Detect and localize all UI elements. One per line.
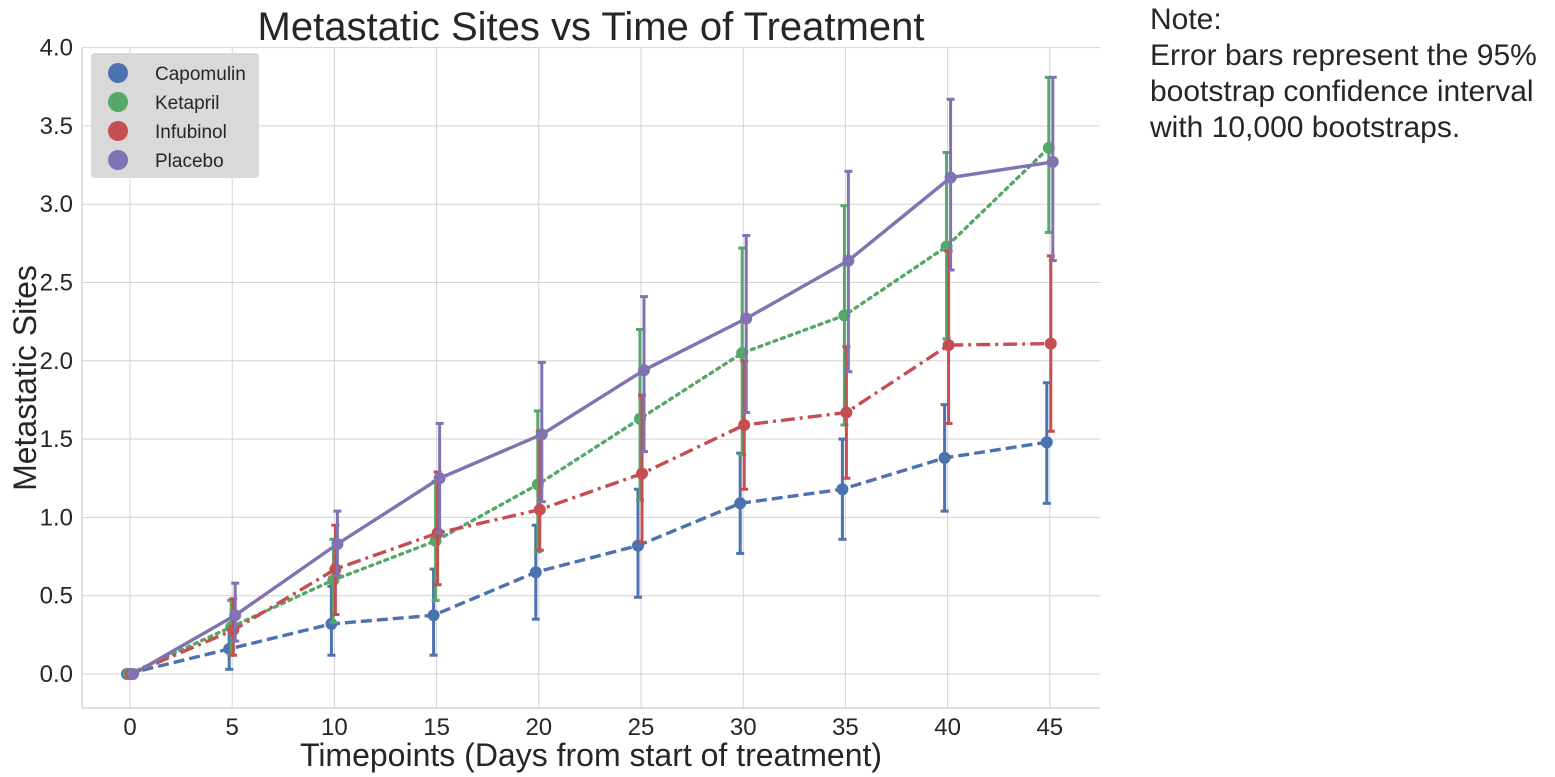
legend-item-infubinol: Infubinol (108, 121, 227, 143)
axis-spines (81, 48, 1100, 709)
x-tick-label: 45 (1036, 714, 1063, 741)
series-line (130, 341, 1051, 676)
data-point (433, 472, 446, 485)
x-tick-label: 5 (226, 714, 239, 741)
y-tick-label: 2.5 (40, 270, 73, 297)
data-point (1044, 337, 1057, 350)
data-point (331, 538, 344, 551)
legend-item-capomulin: Capomulin (108, 63, 246, 85)
data-point (533, 503, 546, 516)
data-series (121, 75, 1059, 680)
legend-box (91, 53, 259, 178)
y-tick-label: 3.0 (40, 191, 73, 218)
legend-label: Placebo (155, 151, 224, 172)
data-point (427, 609, 440, 622)
legend-marker (108, 63, 128, 83)
error-bar (946, 97, 955, 272)
y-tick-label: 4.0 (40, 35, 73, 62)
data-point (329, 563, 342, 576)
chart-title: Metastatic Sites vs Time of Treatment (258, 5, 925, 49)
legend-label: Capomulin (155, 64, 246, 85)
y-tick-label: 2.0 (40, 348, 73, 375)
y-tick-label: 0.5 (40, 583, 73, 610)
legend-item-placebo: Placebo (108, 150, 224, 172)
data-point (840, 406, 853, 419)
data-point (229, 609, 242, 622)
y-tick-label: 1.5 (40, 426, 73, 453)
data-point (529, 566, 542, 579)
data-point (638, 364, 650, 377)
x-tick-label: 20 (525, 714, 552, 741)
legend-marker (108, 150, 128, 170)
legend-label: Infubinol (155, 122, 227, 143)
data-point (535, 428, 548, 441)
x-tick-label: 35 (832, 714, 859, 741)
data-point (127, 668, 139, 680)
data-point (636, 467, 648, 480)
y-axis-title: Metastatic Sites (7, 265, 43, 491)
data-point (227, 624, 240, 637)
data-point (944, 171, 957, 184)
data-point (740, 312, 753, 325)
legend-label: Ketapril (155, 93, 219, 114)
data-point (938, 451, 951, 464)
data-point (1046, 155, 1059, 168)
data-point (1040, 436, 1053, 449)
note-line: bootstrap confidence interval (1150, 75, 1534, 108)
note-line: Error bars represent the 95% (1150, 39, 1537, 72)
legend-item-ketapril: Ketapril (108, 92, 219, 114)
data-point (734, 497, 747, 510)
legend: Capomulin Ketapril Infubinol Placebo (91, 53, 259, 178)
note-line: Note: (1150, 3, 1222, 36)
data-point (325, 617, 338, 630)
series-line (127, 146, 1051, 676)
error-bar (844, 169, 853, 374)
note-text-block: Note: Error bars represent the 95% boots… (1150, 2, 1537, 146)
data-point (942, 339, 955, 352)
x-tick-label: 10 (321, 714, 348, 741)
data-point (836, 483, 849, 496)
y-tick-label: 1.0 (40, 504, 73, 531)
tick-labels: 0 5 10 15 20 25 30 35 40 45 0.0 0.5 1.0 1.5 2.0 2.5 3.0 3… (40, 35, 1064, 741)
x-tick-label: 25 (628, 714, 655, 741)
x-tick-label: 40 (934, 714, 961, 741)
series-capomulin (121, 381, 1053, 680)
y-tick-label: 3.5 (40, 113, 73, 140)
legend-marker (108, 121, 128, 141)
x-axis-title: Timepoints (Days from start of treatment… (300, 737, 882, 773)
note-line: with 10,000 bootstraps. (1150, 111, 1461, 144)
data-point (738, 419, 751, 432)
x-tick-label: 15 (423, 714, 450, 741)
data-point (842, 254, 855, 267)
x-tick-label: 0 (123, 714, 136, 741)
series-line (132, 160, 1054, 676)
error-bar (1048, 75, 1057, 263)
y-tick-label: 0.0 (40, 661, 73, 688)
series-placebo (127, 75, 1059, 680)
legend-marker (108, 92, 128, 112)
x-tick-label: 30 (730, 714, 757, 741)
